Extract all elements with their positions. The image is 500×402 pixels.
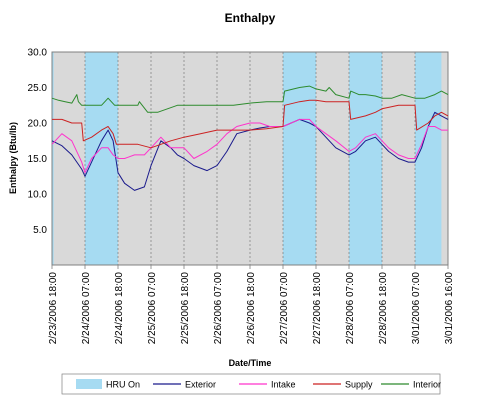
hru-on-bands xyxy=(52,52,442,265)
y-tick-label: 25.0 xyxy=(28,83,48,94)
y-tick-label: 15.0 xyxy=(28,154,48,165)
x-tick-label: 2/27/2006 07:00 xyxy=(279,272,290,345)
x-tick-label: 2/27/2006 18:00 xyxy=(312,272,323,345)
x-axis-ticks: 2/23/2006 18:00 2/24/2006 07:00 2/24/2006 … xyxy=(48,265,455,344)
x-tick-label: 2/25/2006 18:00 xyxy=(180,272,191,345)
y-axis-ticks: 5.0 10.0 15.0 20.0 25.0 30.0 xyxy=(28,48,48,237)
hru-on-band xyxy=(52,52,54,265)
y-tick-label: 30.0 xyxy=(28,48,48,59)
x-tick-label: 2/28/2006 18:00 xyxy=(378,272,389,345)
x-tick-label: 3/01/2006 16:00 xyxy=(444,272,455,345)
x-tick-label: 2/24/2006 18:00 xyxy=(114,272,125,345)
legend-label-supply: Supply xyxy=(345,380,373,390)
series-line-intake xyxy=(51,118,448,174)
x-tick-label: 2/26/2006 18:00 xyxy=(246,272,257,345)
legend-label-exterior: Exterior xyxy=(185,380,216,390)
chart-title: Enthalpy xyxy=(225,11,276,25)
legend-label-interior: Interior xyxy=(413,380,441,390)
y-tick-label: 5.0 xyxy=(33,225,47,236)
series-lines xyxy=(51,85,449,191)
hru-on-band xyxy=(349,52,382,265)
x-tick-label: 2/23/2006 18:00 xyxy=(48,272,59,345)
x-tick-label: 2/26/2006 07:00 xyxy=(213,272,224,345)
legend-label-hru-on: HRU On xyxy=(106,380,140,390)
y-tick-label: 20.0 xyxy=(28,119,48,130)
x-tick-label: 2/24/2006 07:00 xyxy=(81,272,92,345)
y-axis-label: Enthalpy (Btu/lb) xyxy=(8,122,18,194)
x-tick-label: 2/28/2006 07:00 xyxy=(345,272,356,345)
series-line-supply xyxy=(52,99,449,149)
legend-swatch-hru-on xyxy=(76,379,102,389)
x-axis-label: Date/Time xyxy=(229,358,272,368)
x-tick-label: 2/25/2006 07:00 xyxy=(147,272,158,345)
legend-label-intake: Intake xyxy=(271,380,296,390)
series-line-exterior xyxy=(51,111,449,191)
hru-on-band xyxy=(283,52,316,265)
series-line-interior xyxy=(51,85,449,113)
vertical-gridlines xyxy=(84,52,416,265)
hru-on-band xyxy=(85,52,118,265)
hru-on-band xyxy=(415,52,442,265)
x-tick-label: 3/01/2006 07:00 xyxy=(411,272,422,345)
y-tick-label: 10.0 xyxy=(28,190,48,201)
